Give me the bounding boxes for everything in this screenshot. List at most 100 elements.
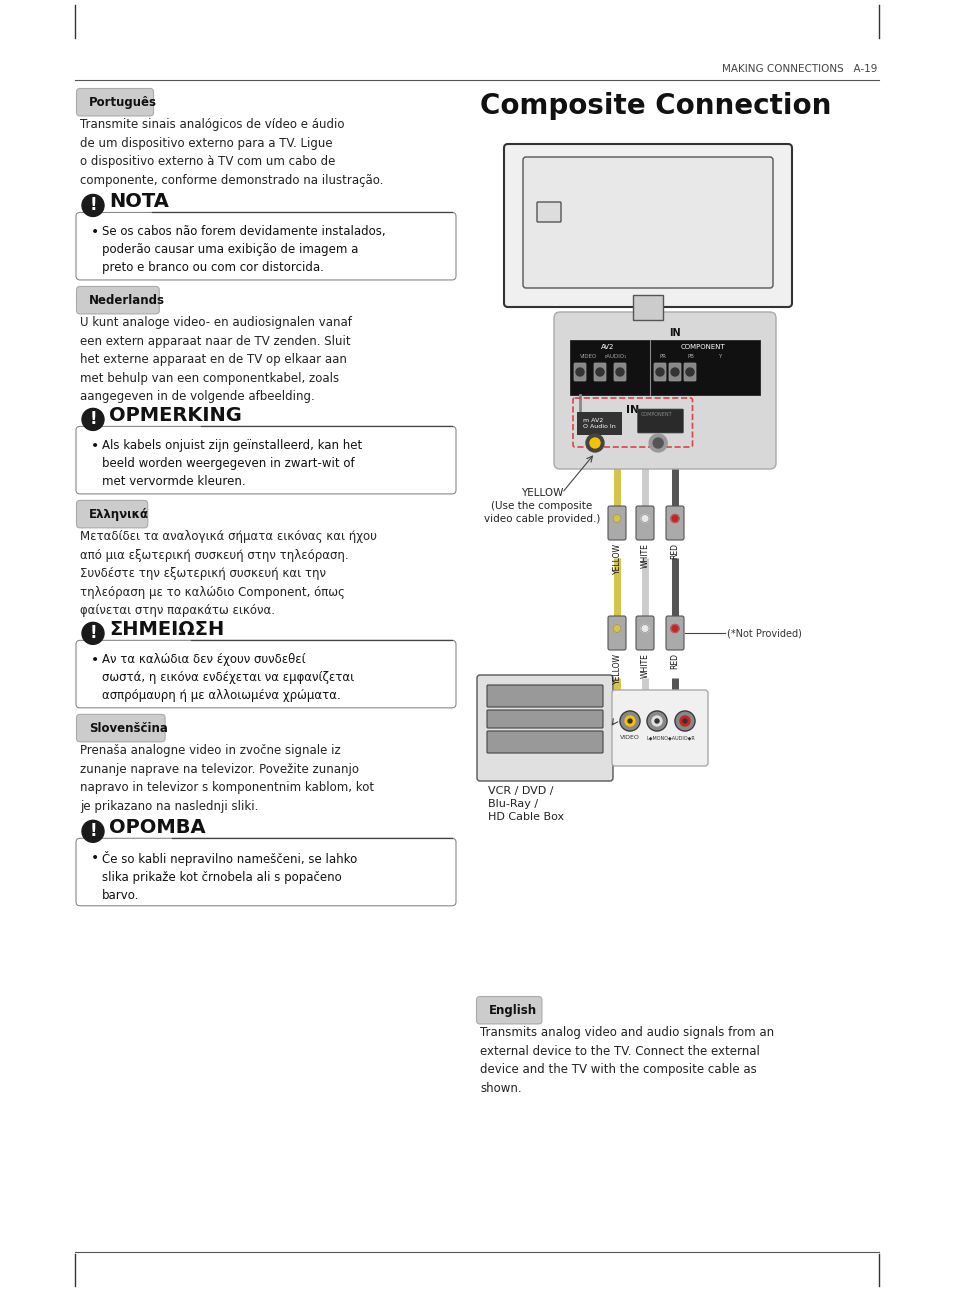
Circle shape [679, 717, 689, 726]
Circle shape [640, 625, 648, 633]
Text: PR: PR [659, 354, 665, 359]
Circle shape [653, 438, 662, 448]
Text: COMPONENT: COMPONENT [679, 343, 724, 350]
Text: VIDEO: VIDEO [619, 735, 639, 740]
FancyBboxPatch shape [76, 426, 456, 494]
Text: !: ! [89, 411, 96, 429]
Circle shape [82, 195, 104, 217]
FancyBboxPatch shape [607, 616, 625, 649]
Text: Composite Connection: Composite Connection [479, 92, 830, 120]
FancyBboxPatch shape [612, 689, 707, 766]
Circle shape [82, 820, 104, 842]
FancyBboxPatch shape [594, 363, 605, 381]
FancyBboxPatch shape [633, 296, 662, 320]
Text: Slovenščina: Slovenščina [89, 722, 168, 735]
FancyBboxPatch shape [503, 145, 791, 307]
Text: YELLOW: YELLOW [612, 544, 620, 574]
Text: MAKING CONNECTIONS   A-19: MAKING CONNECTIONS A-19 [720, 65, 876, 74]
Text: YELLOW
(Use the composite
video cable provided.): YELLOW (Use the composite video cable pr… [483, 488, 599, 524]
FancyBboxPatch shape [569, 340, 760, 395]
FancyBboxPatch shape [683, 363, 696, 381]
FancyBboxPatch shape [668, 363, 680, 381]
Text: !: ! [89, 822, 96, 840]
Text: Nederlands: Nederlands [89, 293, 165, 307]
Text: Als kabels onjuist zijn geïnstalleerd, kan het
beeld worden weergegeven in zwart: Als kabels onjuist zijn geïnstalleerd, k… [102, 439, 362, 488]
Circle shape [685, 368, 693, 376]
FancyBboxPatch shape [574, 363, 585, 381]
Text: OPOMBA: OPOMBA [109, 818, 206, 838]
Text: Prenaša analogne video in zvočne signale iz
zunanje naprave na televizor. Poveži: Prenaša analogne video in zvočne signale… [80, 745, 374, 813]
FancyBboxPatch shape [476, 997, 541, 1024]
Text: IN: IN [668, 328, 680, 338]
FancyBboxPatch shape [636, 506, 654, 540]
FancyBboxPatch shape [654, 363, 665, 381]
Circle shape [616, 368, 623, 376]
Circle shape [670, 625, 679, 633]
FancyBboxPatch shape [76, 287, 159, 314]
Text: PB: PB [687, 354, 694, 359]
Text: Ελληνικά: Ελληνικά [89, 507, 149, 520]
Text: •: • [91, 653, 99, 667]
FancyBboxPatch shape [486, 731, 602, 753]
Text: Μεταδίδει τα αναλογικά σήματα εικόνας και ήχου
από μια εξωτερική συσκευή στην τη: Μεταδίδει τα αναλογικά σήματα εικόνας κα… [80, 531, 376, 617]
Circle shape [670, 515, 679, 523]
Text: VCR / DVD /
Blu-Ray /
HD Cable Box: VCR / DVD / Blu-Ray / HD Cable Box [488, 786, 563, 822]
Circle shape [576, 368, 583, 376]
FancyBboxPatch shape [76, 501, 148, 528]
Text: RED: RED [670, 653, 679, 669]
Text: AV2: AV2 [600, 343, 614, 350]
Text: Transmits analog video and audio signals from an
external device to the TV. Conn: Transmits analog video and audio signals… [479, 1026, 773, 1095]
FancyBboxPatch shape [522, 158, 772, 288]
Circle shape [613, 625, 620, 633]
Circle shape [656, 368, 663, 376]
Text: rAUDIO₁: rAUDIO₁ [604, 354, 626, 359]
Circle shape [627, 719, 631, 723]
Text: U kunt analoge video- en audiosignalen vanaf
een extern apparaat naar de TV zend: U kunt analoge video- en audiosignalen v… [80, 316, 352, 403]
Text: OPMERKING: OPMERKING [109, 407, 242, 426]
Circle shape [675, 711, 695, 731]
FancyBboxPatch shape [665, 616, 683, 649]
Text: English: English [489, 1003, 537, 1017]
Text: •: • [91, 851, 99, 865]
Text: WHITE: WHITE [639, 653, 649, 678]
Text: L◆MONO◆AUDIO◆R: L◆MONO◆AUDIO◆R [646, 735, 695, 740]
FancyBboxPatch shape [76, 640, 456, 707]
Circle shape [585, 434, 603, 452]
FancyBboxPatch shape [486, 686, 602, 707]
Text: YELLOW: YELLOW [612, 653, 620, 684]
FancyBboxPatch shape [665, 506, 683, 540]
FancyBboxPatch shape [637, 409, 682, 432]
Text: !: ! [89, 625, 96, 643]
Circle shape [82, 622, 104, 644]
FancyBboxPatch shape [76, 89, 153, 116]
Text: VIDEO: VIDEO [579, 354, 597, 359]
Text: •: • [91, 439, 99, 453]
Circle shape [655, 719, 659, 723]
Text: !: ! [89, 196, 96, 214]
Text: Y: Y [718, 354, 720, 359]
Text: WHITE: WHITE [639, 544, 649, 568]
Circle shape [596, 368, 603, 376]
FancyBboxPatch shape [554, 312, 775, 469]
Text: Português: Português [89, 96, 157, 108]
Text: IN: IN [625, 405, 639, 414]
Circle shape [613, 515, 620, 523]
Circle shape [682, 719, 686, 723]
Text: Αν τα καλώδια δεν έχουν συνδεθεί
σωστά, η εικόνα ενδέχεται να εμφανίζεται
ασπρόμ: Αν τα καλώδια δεν έχουν συνδεθεί σωστά, … [102, 653, 354, 702]
FancyBboxPatch shape [537, 201, 560, 222]
Text: Se os cabos não forem devidamente instalados,
poderão causar uma exibição de ima: Se os cabos não forem devidamente instal… [102, 226, 385, 275]
Circle shape [640, 515, 648, 523]
FancyBboxPatch shape [636, 616, 654, 649]
FancyBboxPatch shape [76, 213, 456, 280]
FancyBboxPatch shape [614, 363, 625, 381]
FancyBboxPatch shape [76, 838, 456, 906]
Circle shape [589, 438, 599, 448]
Text: Transmite sinais analógicos de vídeo e áudio
de um dispositivo externo para a TV: Transmite sinais analógicos de vídeo e á… [80, 119, 383, 187]
Circle shape [619, 711, 639, 731]
Text: m AV2
O Audio In: m AV2 O Audio In [582, 418, 615, 429]
Text: (*Not Provided): (*Not Provided) [726, 627, 801, 638]
Circle shape [624, 717, 635, 726]
Text: Če so kabli nepravilno nameščeni, se lahko
slika prikaže kot črnobela ali s popa: Če so kabli nepravilno nameščeni, se lah… [102, 851, 356, 902]
Text: NOTA: NOTA [109, 192, 169, 212]
Circle shape [670, 368, 679, 376]
